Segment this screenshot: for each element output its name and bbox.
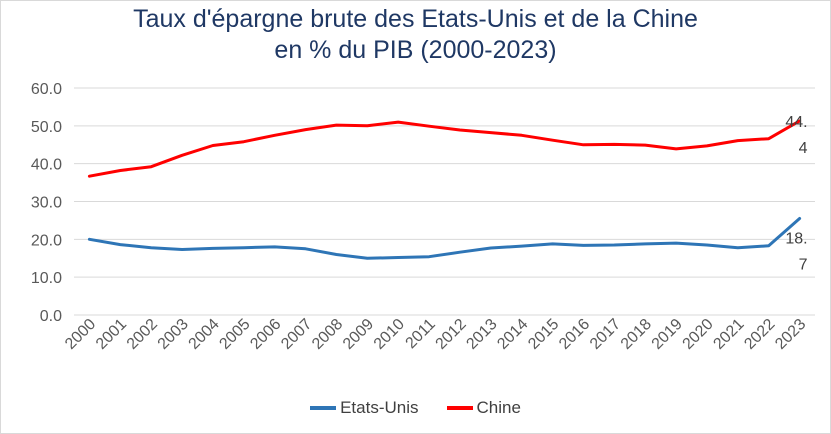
chart-title: Taux d'épargne brute des Etats-Unis et d… — [0, 4, 831, 66]
y-tick-label: 50.0 — [31, 119, 62, 136]
x-tick-label: 2015 — [525, 316, 562, 353]
x-tick-label: 2006 — [247, 316, 284, 353]
y-tick-label: 10.0 — [31, 270, 62, 287]
data-label-chine-line1: 44. — [785, 114, 807, 131]
data-label-etats-unis-line1: 18. — [785, 231, 807, 248]
y-tick-label: 0.0 — [40, 308, 62, 325]
x-tick-label: 2002 — [124, 316, 161, 353]
x-tick-label: 2004 — [186, 316, 223, 353]
x-tick-label: 2022 — [741, 316, 778, 353]
data-labels: 18. 7 44. 4 — [785, 114, 807, 274]
legend-label-etats-unis: Etats-Unis — [340, 398, 419, 417]
y-tick-label: 60.0 — [31, 81, 62, 98]
x-tick-label: 2016 — [556, 316, 593, 353]
x-tick-label: 2013 — [463, 316, 500, 353]
y-axis-tick-labels: 0.0 10.0 20.0 30.0 40.0 50.0 60.0 — [31, 81, 62, 325]
x-tick-label: 2018 — [618, 316, 655, 353]
x-tick-label: 2011 — [403, 316, 439, 352]
y-tick-label: 40.0 — [31, 157, 62, 174]
x-axis-tick-labels: 2000200120022003200420052006200720082009… — [62, 316, 809, 353]
gridlines — [74, 87, 815, 316]
x-tick-label: 2005 — [216, 316, 253, 353]
x-tick-label: 2021 — [710, 316, 747, 353]
legend-swatch-etats-unis — [310, 406, 337, 410]
data-label-chine-line2: 4 — [799, 140, 808, 157]
chart-title-line2: en % du PIB (2000-2023) — [274, 36, 557, 64]
series-line-etats-unis — [87, 217, 802, 260]
data-label-etats-unis-line2: 7 — [799, 257, 808, 274]
x-tick-label: 2000 — [62, 316, 99, 353]
legend-label-chine: Chine — [476, 398, 521, 417]
y-tick-label: 30.0 — [31, 195, 62, 212]
series-line-chine — [87, 119, 802, 178]
legend-swatch-chine — [446, 406, 473, 410]
x-tick-label: 2017 — [587, 316, 624, 353]
x-tick-label: 2007 — [278, 316, 315, 353]
x-tick-label: 2019 — [649, 316, 686, 353]
x-tick-label: 2003 — [155, 316, 192, 353]
x-tick-label: 2008 — [309, 316, 346, 353]
x-tick-label: 2010 — [371, 316, 408, 353]
x-tick-label: 2023 — [772, 316, 809, 353]
legend: Etats-Unis Chine — [0, 398, 831, 418]
chart-title-line1: Taux d'épargne brute des Etats-Unis et d… — [133, 5, 698, 33]
x-tick-label: 2014 — [494, 316, 531, 353]
x-tick-label: 2012 — [433, 316, 470, 353]
x-tick-label: 2001 — [93, 316, 130, 353]
legend-item-chine: Chine — [446, 398, 521, 418]
legend-item-etats-unis: Etats-Unis — [310, 398, 419, 418]
x-tick-label: 2009 — [340, 316, 377, 353]
series-lines — [87, 119, 802, 260]
x-tick-label: 2020 — [680, 316, 717, 353]
y-tick-label: 20.0 — [31, 232, 62, 249]
